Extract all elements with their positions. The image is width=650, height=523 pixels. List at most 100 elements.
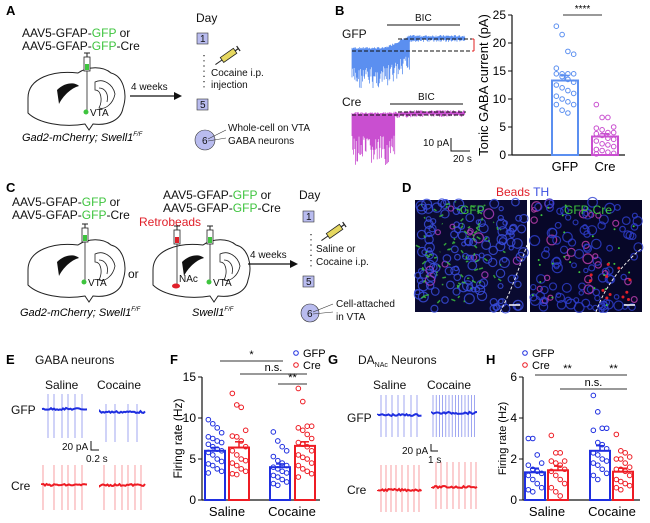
cell bbox=[630, 223, 639, 231]
legend-marker bbox=[293, 350, 299, 356]
cell bbox=[595, 212, 602, 219]
data-point bbox=[308, 423, 315, 430]
cell bbox=[481, 271, 489, 279]
day-title: Day bbox=[299, 188, 320, 202]
data-point bbox=[603, 470, 610, 477]
data-point bbox=[626, 472, 633, 479]
data-point bbox=[209, 420, 216, 427]
y-tick-label: 0 bbox=[189, 493, 196, 507]
gfp-process bbox=[460, 225, 464, 229]
gfp-process bbox=[484, 236, 488, 241]
data-point bbox=[553, 93, 560, 99]
data-point bbox=[529, 466, 536, 473]
day-6: 6 bbox=[202, 136, 208, 147]
brain-diagram bbox=[152, 239, 251, 303]
panel-c: C AAV5-GFAP-GFP or AAV5-GFAP-GFP-Cre AAV… bbox=[6, 180, 395, 323]
data-point bbox=[209, 435, 216, 442]
data-point bbox=[525, 462, 532, 468]
data-point bbox=[538, 470, 545, 477]
panel-label-h: H bbox=[486, 352, 495, 367]
data-point bbox=[594, 409, 601, 415]
data-point bbox=[274, 474, 281, 480]
cell bbox=[430, 287, 440, 296]
cell bbox=[498, 205, 504, 212]
cell bbox=[463, 237, 472, 246]
data-point bbox=[599, 441, 606, 448]
x-tick-label: Saline bbox=[529, 504, 565, 519]
cell bbox=[620, 273, 627, 281]
data-point bbox=[565, 48, 571, 55]
data-point bbox=[205, 434, 212, 440]
scale-bar-x: 1 s bbox=[428, 455, 441, 466]
gfp-process bbox=[474, 268, 479, 272]
data-point bbox=[565, 87, 571, 94]
cell bbox=[441, 296, 449, 304]
data-point bbox=[594, 462, 601, 468]
cell bbox=[530, 283, 537, 291]
cell bbox=[556, 207, 564, 216]
gfp-process bbox=[453, 237, 456, 241]
cell bbox=[440, 209, 450, 219]
cell bbox=[506, 237, 516, 247]
legend-marker bbox=[293, 362, 299, 368]
cell bbox=[548, 282, 558, 291]
cell bbox=[571, 262, 577, 269]
data-point bbox=[295, 385, 302, 392]
cell bbox=[612, 219, 620, 227]
data-point bbox=[218, 468, 225, 475]
gfp-puncta bbox=[569, 261, 572, 264]
virus-line-1: AAV5-GFAP-GFP or bbox=[163, 188, 271, 202]
data-point bbox=[590, 427, 597, 434]
cell bbox=[554, 221, 562, 229]
data-point bbox=[593, 130, 600, 137]
data-point bbox=[233, 402, 240, 408]
gfp-process bbox=[471, 233, 475, 237]
data-point bbox=[279, 476, 286, 483]
cell bbox=[501, 256, 508, 263]
bar bbox=[524, 471, 546, 502]
gfp-puncta bbox=[593, 287, 596, 290]
data-point bbox=[238, 466, 245, 472]
cell bbox=[414, 288, 421, 296]
significance-label: n.s. bbox=[265, 362, 283, 374]
stain-legend: Beads TH bbox=[496, 185, 549, 199]
legend-label: GFP bbox=[532, 348, 555, 360]
bead bbox=[589, 273, 593, 277]
cell bbox=[425, 281, 435, 290]
cell bbox=[483, 235, 490, 243]
cell bbox=[562, 231, 573, 243]
data-point bbox=[557, 462, 564, 468]
gfp-process bbox=[415, 244, 421, 248]
cell bbox=[481, 240, 492, 250]
day-5: 5 bbox=[200, 100, 206, 111]
cell bbox=[591, 238, 602, 250]
cell bbox=[488, 245, 499, 256]
cell bbox=[592, 253, 599, 260]
cell bbox=[564, 296, 572, 305]
scale-bar-x: 20 s bbox=[453, 154, 472, 165]
cell bbox=[530, 216, 538, 224]
scale-bar-y: 20 pA bbox=[402, 446, 428, 457]
data-point bbox=[590, 460, 597, 466]
arrow-label: 4 weeks bbox=[131, 82, 168, 93]
gfp-process bbox=[425, 293, 430, 297]
cell bbox=[565, 298, 577, 310]
data-point bbox=[304, 431, 311, 438]
x-tick-label: GFP bbox=[552, 159, 579, 174]
image-label: GFP bbox=[460, 203, 485, 217]
data-point bbox=[622, 468, 629, 475]
data-point bbox=[218, 458, 225, 465]
bar bbox=[591, 135, 619, 157]
recording-text: in VTA bbox=[336, 312, 366, 323]
cell bbox=[543, 274, 551, 282]
cell bbox=[474, 286, 481, 293]
y-axis-label: Firing rate (Hz) bbox=[171, 398, 185, 478]
gfp-puncta bbox=[539, 281, 542, 284]
data-point bbox=[553, 101, 560, 108]
cell bbox=[430, 304, 439, 313]
cell bbox=[531, 201, 542, 212]
data-point bbox=[593, 101, 600, 108]
data-point bbox=[613, 431, 620, 438]
data-point bbox=[565, 110, 571, 116]
cell bbox=[416, 203, 428, 215]
